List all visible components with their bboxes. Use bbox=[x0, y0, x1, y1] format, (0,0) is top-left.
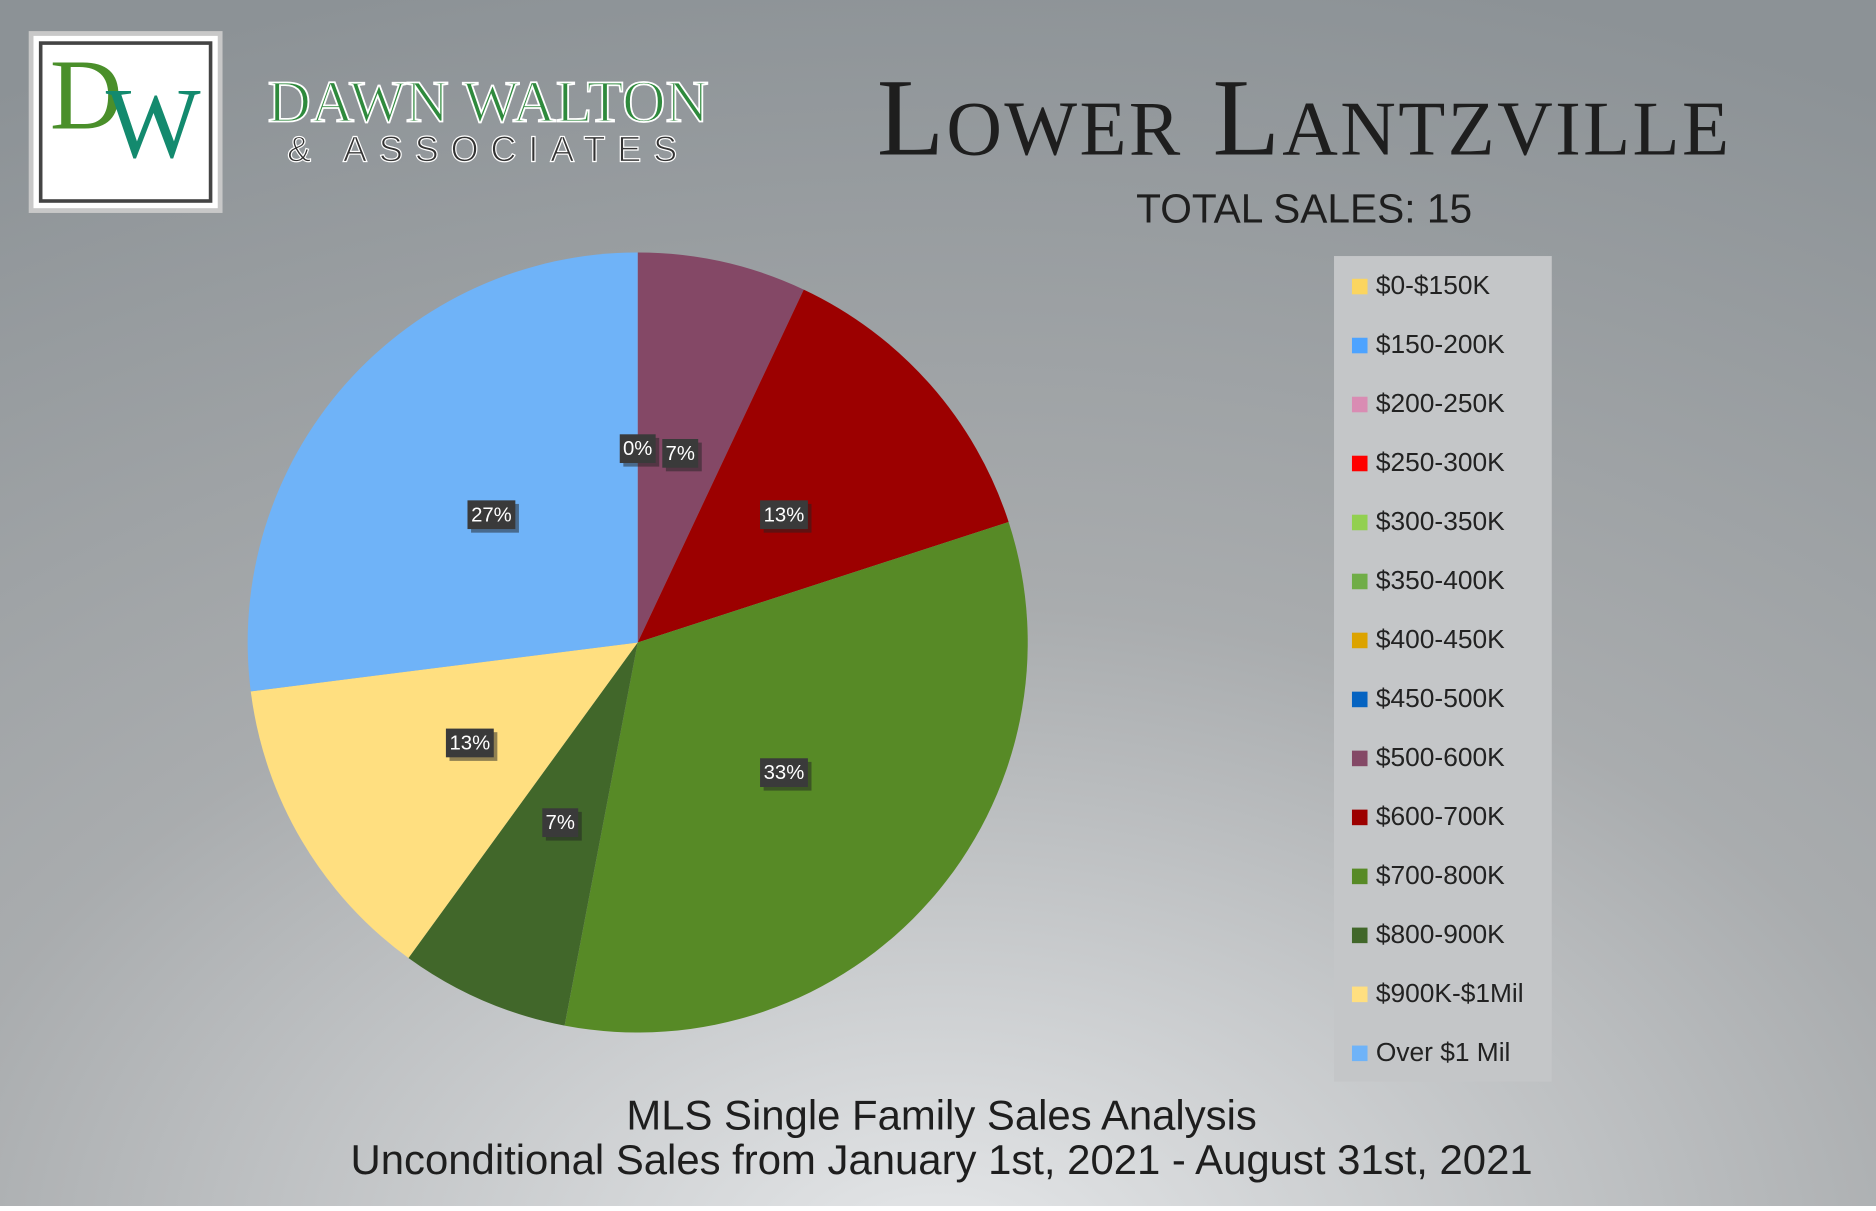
legend-label: $700-800K bbox=[1376, 860, 1505, 890]
data-label-box bbox=[662, 439, 699, 468]
legend-swatch bbox=[1351, 809, 1368, 826]
legend-label: $200-250K bbox=[1376, 388, 1505, 418]
legend-label: $600-700K bbox=[1376, 801, 1505, 831]
legend-swatch bbox=[1351, 632, 1368, 649]
legend-swatch bbox=[1351, 278, 1368, 295]
legend-swatch bbox=[1351, 986, 1368, 1003]
legend-swatch bbox=[1351, 455, 1368, 472]
legend-swatch bbox=[1351, 868, 1368, 885]
total-sales: TOTAL SALES: 15 bbox=[1136, 186, 1472, 232]
legend-swatch bbox=[1351, 691, 1368, 708]
data-label-box bbox=[760, 500, 808, 530]
legend-label: $250-300K bbox=[1376, 447, 1505, 477]
data-label: 13% bbox=[449, 733, 490, 755]
pie-slice bbox=[408, 642, 638, 1026]
pie-slice bbox=[637, 252, 804, 643]
data-label: 13% bbox=[764, 504, 805, 526]
legend-label: $800-900K bbox=[1376, 919, 1505, 949]
legend-swatch bbox=[1351, 1045, 1368, 1062]
legend-label: $400-450K bbox=[1376, 624, 1505, 654]
data-label: 7% bbox=[666, 443, 695, 465]
pie-slice bbox=[250, 642, 638, 959]
data-label: 27% bbox=[471, 504, 512, 526]
subtitle: Unconditional Sales from January 1st, 20… bbox=[351, 1136, 1533, 1183]
legend-box bbox=[1334, 256, 1552, 1082]
logo-letter: W bbox=[106, 67, 201, 179]
subtitle: MLS Single Family Sales Analysis bbox=[626, 1092, 1256, 1139]
legend-label: $900K-$1Mil bbox=[1376, 978, 1524, 1008]
data-label-box bbox=[445, 728, 494, 758]
data-label-box bbox=[760, 758, 808, 788]
legend-swatch bbox=[1351, 927, 1368, 944]
pie-slice bbox=[247, 252, 638, 692]
legend-label: $500-600K bbox=[1376, 742, 1505, 772]
legend-label: $300-350K bbox=[1376, 506, 1505, 536]
data-label: 33% bbox=[764, 762, 805, 784]
data-label-box bbox=[467, 500, 516, 530]
logo-letter: D bbox=[50, 38, 123, 150]
legend-label: Over $1 Mil bbox=[1376, 1037, 1511, 1067]
logo-frame bbox=[38, 41, 213, 203]
brand-tagline: & ASSOCIATES bbox=[287, 129, 689, 169]
data-label-box bbox=[619, 434, 656, 464]
data-label: 7% bbox=[546, 812, 575, 834]
data-label-box bbox=[542, 808, 579, 838]
legend-swatch bbox=[1351, 573, 1368, 590]
legend-label: $450-500K bbox=[1376, 683, 1505, 713]
data-label: 0% bbox=[623, 438, 652, 460]
pie-slice bbox=[637, 289, 1009, 643]
legend-swatch bbox=[1351, 396, 1368, 413]
legend-label: $150-200K bbox=[1376, 329, 1505, 359]
legend-label: $0-$150K bbox=[1376, 270, 1491, 300]
chart-title: Lower Lantzville bbox=[877, 56, 1732, 178]
legend-swatch bbox=[1351, 750, 1368, 767]
legend-label: $350-400K bbox=[1376, 565, 1505, 595]
logo-box bbox=[28, 31, 223, 213]
legend-swatch bbox=[1351, 514, 1368, 531]
brand-name: DAWN WALTON bbox=[268, 68, 709, 134]
legend-swatch bbox=[1351, 337, 1368, 354]
